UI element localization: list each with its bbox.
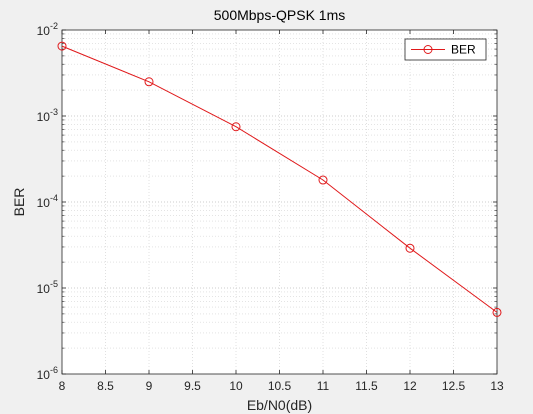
- y-tick-label: 10-4: [37, 193, 58, 210]
- y-tick-label: 10-5: [37, 279, 58, 296]
- legend-entry-ber: BER: [451, 43, 476, 57]
- data-point-ber: [492, 307, 502, 317]
- x-axis-label: Eb/N0(dB): [247, 397, 312, 413]
- y-tick-label: 10-2: [37, 21, 58, 38]
- legend-marker-circle: [423, 45, 433, 54]
- x-tick-label: 12.5: [442, 379, 466, 393]
- legend-box: [404, 38, 487, 61]
- data-point-ber: [144, 77, 154, 87]
- y-tick-label: 10-6: [37, 365, 58, 382]
- grid: [62, 30, 497, 374]
- x-tick-label: 13: [490, 379, 504, 393]
- axes: [61, 29, 498, 375]
- data-point-ber: [57, 41, 67, 51]
- x-tick-label: 9: [146, 379, 153, 393]
- x-tick-label: 11: [317, 379, 330, 393]
- legend: BER: [404, 38, 487, 61]
- data-point-ber: [405, 243, 415, 253]
- series-layer: [57, 41, 502, 317]
- x-tick-label: 8.5: [97, 379, 114, 393]
- data-point-ber: [231, 122, 241, 132]
- x-tick-label: 10: [229, 379, 243, 393]
- y-tick-label: 10-3: [37, 107, 58, 124]
- x-tick-label: 12: [403, 379, 417, 393]
- series-line-ber: [61, 45, 498, 313]
- x-tick-label: 11.5: [355, 379, 378, 393]
- chart-title: 500Mbps-QPSK 1ms: [214, 7, 346, 23]
- y-axis-label: BER: [11, 188, 27, 217]
- x-tick-label: 10.5: [268, 379, 292, 393]
- data-point-ber: [318, 175, 328, 185]
- x-tick-label: 9.5: [184, 379, 201, 393]
- x-tick-label: 8: [59, 379, 66, 393]
- tick-labels: 8 8.5 9 9.5 10 10.5 11 11.5 12 12.5 13 10-6 10-5 10-4…: [37, 21, 504, 393]
